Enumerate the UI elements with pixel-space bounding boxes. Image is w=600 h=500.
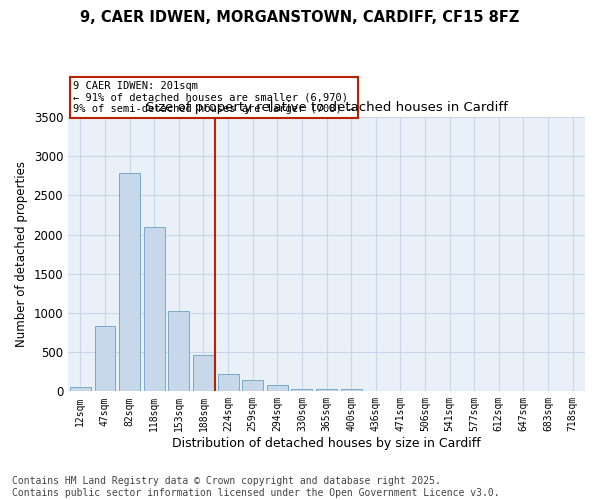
Bar: [144, 227, 164, 392]
Bar: [316, 390, 337, 392]
Bar: [267, 386, 288, 392]
Bar: [341, 389, 362, 392]
Bar: [95, 326, 115, 392]
Bar: [169, 312, 189, 392]
Bar: [292, 388, 313, 392]
X-axis label: Distribution of detached houses by size in Cardiff: Distribution of detached houses by size …: [172, 437, 481, 450]
Text: 9 CAER IDWEN: 201sqm
← 91% of detached houses are smaller (6,970)
9% of semi-det: 9 CAER IDWEN: 201sqm ← 91% of detached h…: [73, 81, 355, 114]
Y-axis label: Number of detached properties: Number of detached properties: [15, 161, 28, 347]
Text: Contains HM Land Registry data © Crown copyright and database right 2025.
Contai: Contains HM Land Registry data © Crown c…: [12, 476, 500, 498]
Bar: [218, 374, 239, 392]
Title: Size of property relative to detached houses in Cardiff: Size of property relative to detached ho…: [146, 102, 508, 114]
Bar: [119, 174, 140, 392]
Bar: [242, 380, 263, 392]
Bar: [193, 354, 214, 392]
Text: 9, CAER IDWEN, MORGANSTOWN, CARDIFF, CF15 8FZ: 9, CAER IDWEN, MORGANSTOWN, CARDIFF, CF1…: [80, 10, 520, 25]
Bar: [70, 386, 91, 392]
